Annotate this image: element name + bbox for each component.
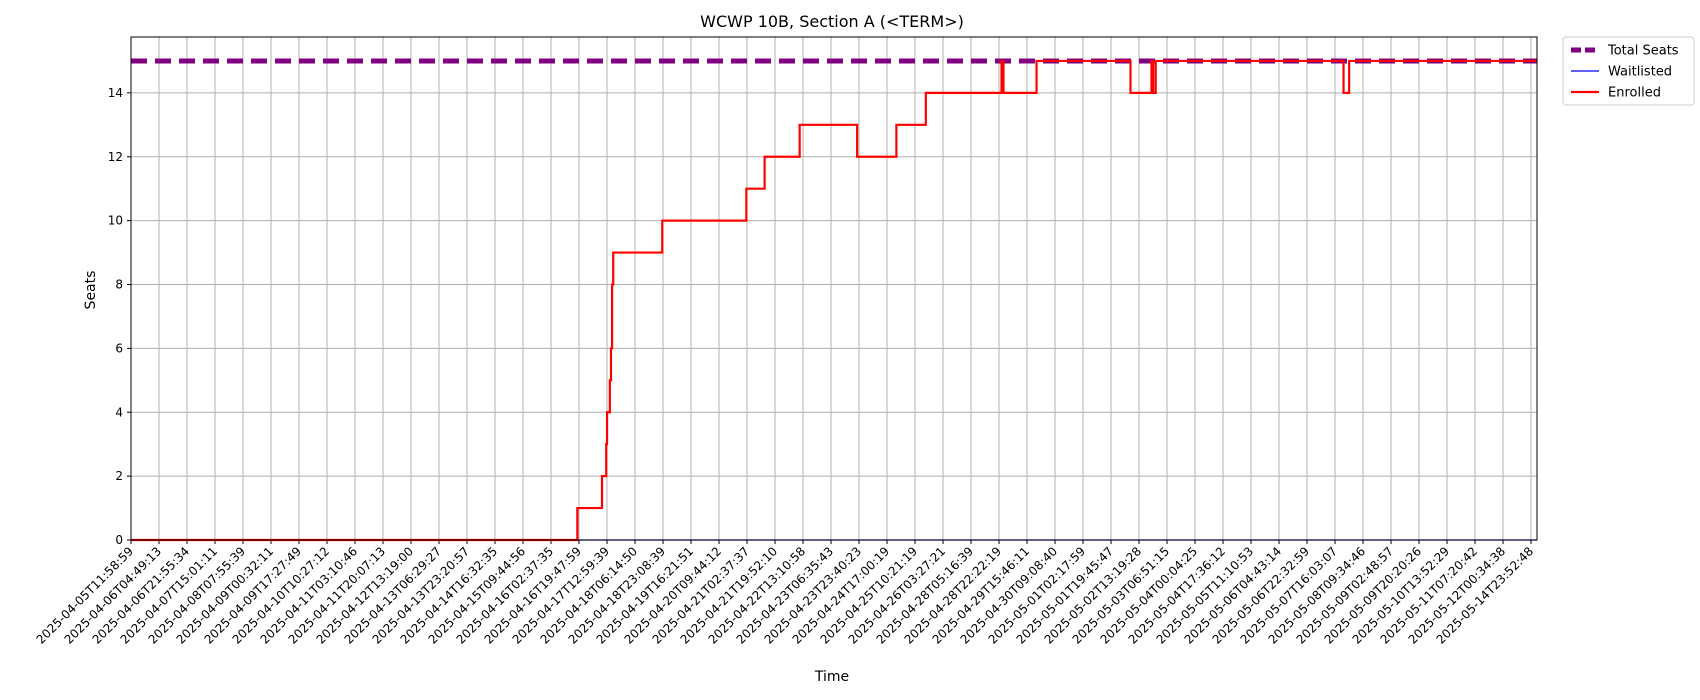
x-axis-ticks: 2025-04-05T11:58:592025-04-06T04:49:1320…: [34, 540, 1536, 647]
y-axis-label: Seats: [83, 271, 99, 310]
legend-label: Total Seats: [1607, 44, 1679, 59]
y-tick-label: 12: [108, 150, 123, 164]
plot-area-frame: [130, 36, 1538, 541]
legend: Total Seats Waitlisted Enrolled: [1562, 36, 1695, 106]
y-tick-label: 8: [115, 278, 123, 292]
grid-lines: [130, 37, 1537, 541]
chart-title: WCWP 10B, Section A (<TERM>): [700, 12, 964, 31]
x-axis-label: Time: [814, 669, 849, 685]
legend-label: Waitlisted: [1608, 65, 1672, 80]
legend-label: Enrolled: [1608, 86, 1661, 101]
y-tick-label: 6: [115, 341, 123, 355]
y-tick-label: 14: [108, 86, 123, 100]
legend-box: [1562, 36, 1695, 106]
y-axis-ticks: 0 2 4 6 8 10 12 14: [108, 86, 131, 547]
y-tick-label: 4: [115, 405, 123, 419]
y-tick-label: 2: [115, 469, 123, 483]
y-tick-label: 10: [108, 214, 123, 228]
series-line-enrolled: [131, 59, 1537, 542]
y-tick-label: 0: [115, 533, 123, 547]
series-layer: [131, 58, 1537, 542]
